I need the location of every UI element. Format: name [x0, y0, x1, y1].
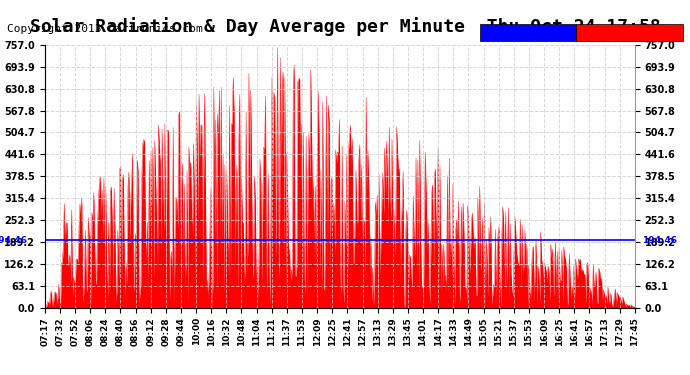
- Text: Solar Radiation & Day Average per Minute  Thu Oct 24 17:58: Solar Radiation & Day Average per Minute…: [30, 17, 660, 36]
- Text: 194.46: 194.46: [0, 236, 27, 244]
- Text: Median (w/m2): Median (w/m2): [490, 28, 566, 38]
- Text: Radiation (w/m2): Radiation (w/m2): [582, 28, 677, 38]
- Text: Copyright 2013 Cartronics.com: Copyright 2013 Cartronics.com: [7, 24, 203, 34]
- Text: 194.46: 194.46: [642, 236, 677, 244]
